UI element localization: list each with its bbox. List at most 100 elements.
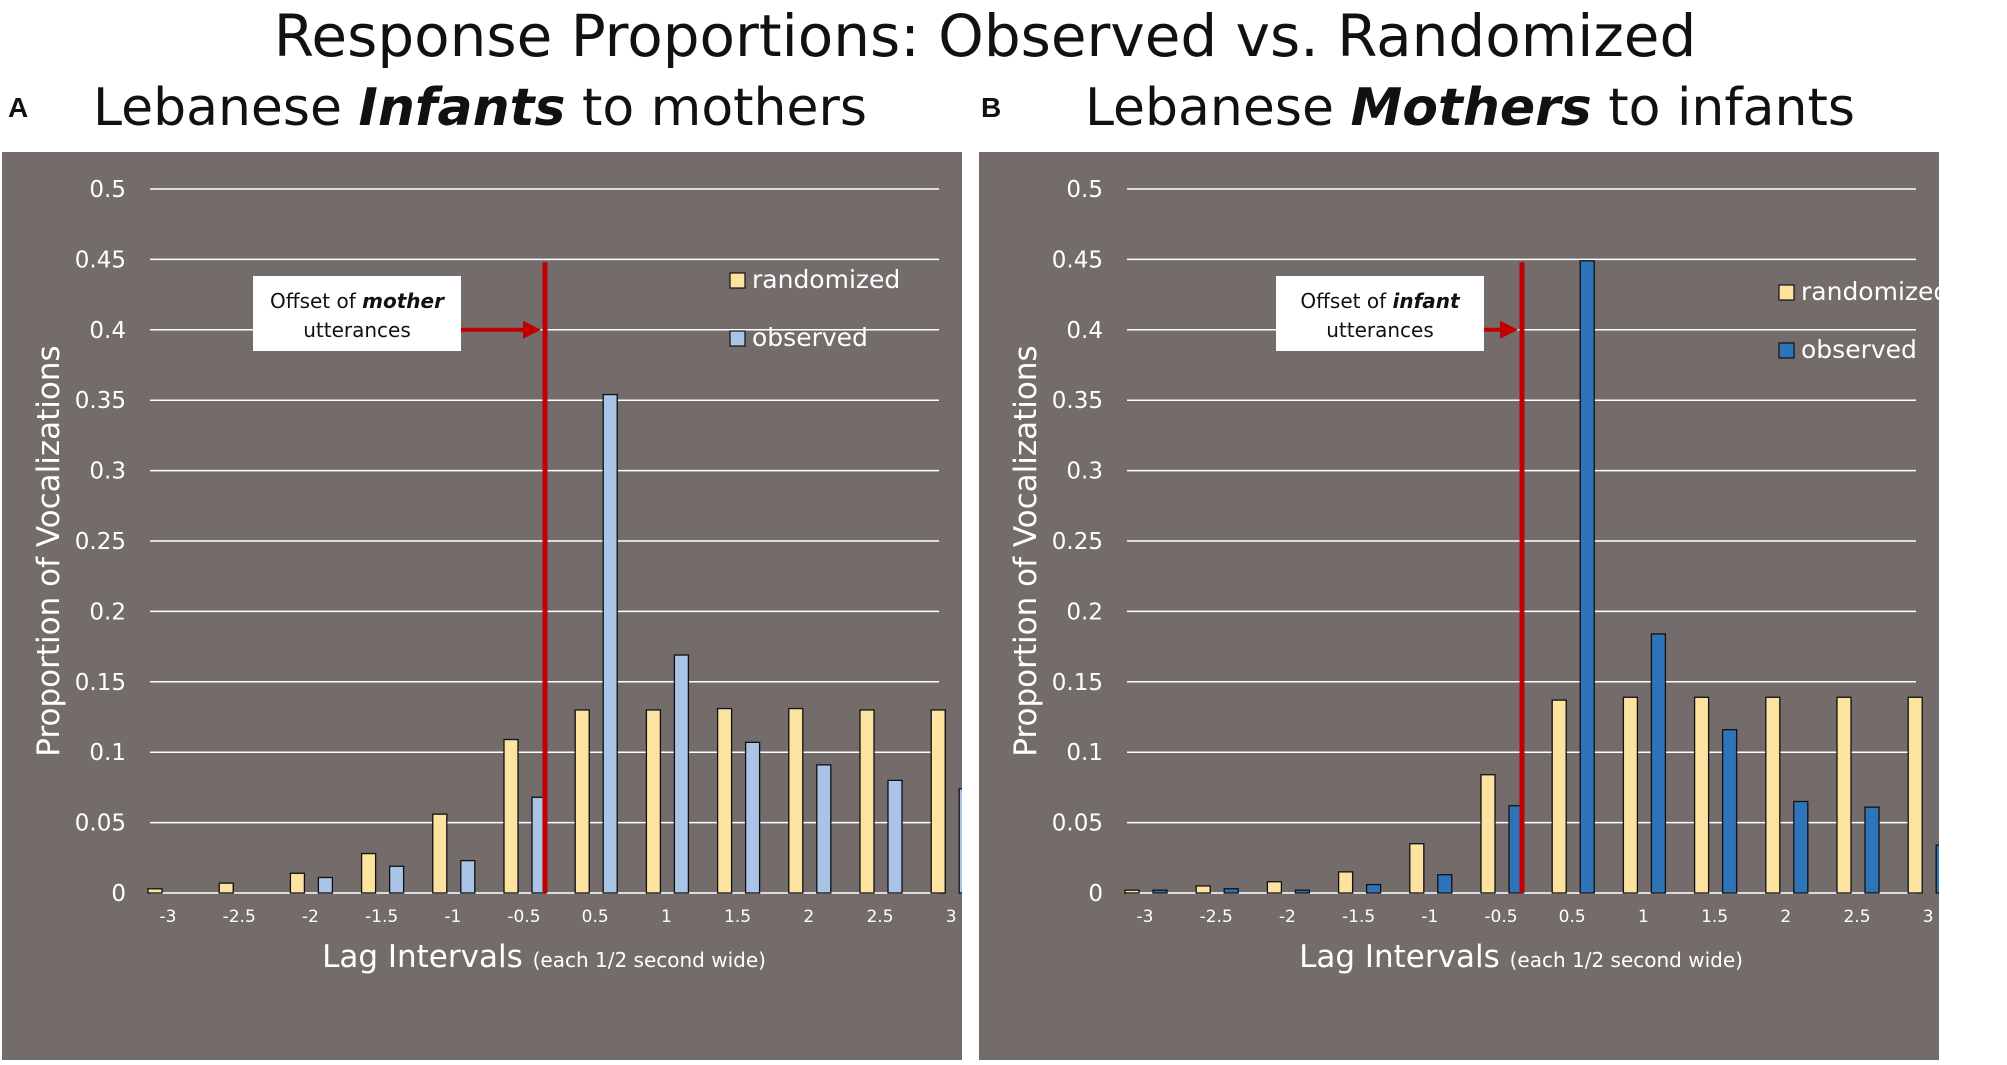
x-tick-label: 1 bbox=[1638, 907, 1649, 927]
x-tick-label: 2 bbox=[803, 907, 814, 927]
y-axis-label: Proportion of Vocalizations bbox=[31, 345, 67, 756]
x-tick-label: 0.5 bbox=[1559, 907, 1586, 927]
x-tick-label: -1.5 bbox=[365, 907, 398, 927]
offset-annotation-pre: Offset of bbox=[1300, 289, 1392, 313]
y-tick-label: 0 bbox=[1088, 881, 1103, 907]
x-tick-label: -1 bbox=[444, 907, 461, 927]
offset-annotation-line2: utterances bbox=[1326, 318, 1434, 342]
x-tick-label: -2.5 bbox=[223, 907, 256, 927]
x-tick-label: 0.5 bbox=[582, 907, 609, 927]
y-tick-label: 0.5 bbox=[89, 177, 126, 203]
x-tick-label: -3 bbox=[1137, 907, 1154, 927]
y-tick-label: 0.4 bbox=[1066, 318, 1103, 344]
bar-observed bbox=[1365, 883, 1382, 894]
x-tick-label: 3 bbox=[1923, 907, 1934, 927]
bar-observed bbox=[1935, 844, 1939, 894]
plot-background bbox=[2, 152, 962, 1060]
y-tick-label: 0.2 bbox=[89, 599, 126, 625]
x-tick-label: 2.5 bbox=[866, 907, 893, 927]
legend-label-observed: observed bbox=[752, 323, 868, 352]
page-title: Response Proportions: Observed vs. Rando… bbox=[273, 2, 1697, 70]
bar-observed bbox=[1579, 260, 1595, 894]
x-axis-label: Lag Intervals (each 1/2 second wide) bbox=[1299, 939, 1743, 975]
offset-annotation-line1: Offset of infant bbox=[1300, 289, 1461, 313]
panel-b-title: Lebanese Mothers to infants bbox=[970, 78, 1970, 138]
bar-randomized bbox=[930, 709, 946, 894]
offset-annotation-box bbox=[253, 276, 461, 351]
y-tick-label: 0.25 bbox=[1052, 529, 1103, 555]
bar-randomized bbox=[1480, 774, 1496, 894]
bar-randomized bbox=[1622, 696, 1639, 894]
y-tick-label: 0.1 bbox=[1066, 740, 1103, 766]
bar-randomized bbox=[1551, 699, 1567, 894]
y-tick-label: 0 bbox=[111, 881, 126, 907]
x-axis-label-note: (each 1/2 second wide) bbox=[1510, 948, 1743, 972]
offset-annotation-bold: infant bbox=[1393, 289, 1462, 313]
bar-randomized bbox=[360, 852, 377, 894]
x-tick-label: -0.5 bbox=[507, 907, 540, 927]
x-tick-label: 2.5 bbox=[1843, 907, 1870, 927]
y-tick-label: 0.45 bbox=[75, 247, 126, 273]
bar-observed bbox=[673, 654, 690, 894]
y-tick-label: 0.15 bbox=[75, 670, 126, 696]
bar-randomized bbox=[503, 738, 519, 894]
bar-observed bbox=[460, 859, 476, 894]
panel-a-title-bold: Infants bbox=[358, 78, 566, 138]
y-tick-label: 0.2 bbox=[1066, 599, 1103, 625]
offset-annotation-line1: Offset of mother bbox=[270, 289, 445, 313]
legend-swatch-observed bbox=[1778, 342, 1795, 359]
chart-panel-b: 0 0.05 0.1 0.15 0.2 0.25 0.3 0.35 0.4 0.45 0.5 -3 -2… bbox=[979, 152, 1939, 1060]
bar-randomized bbox=[289, 872, 306, 894]
y-tick-label: 0.3 bbox=[1066, 459, 1103, 485]
panel-b-letter: B bbox=[981, 92, 1002, 123]
bar-randomized bbox=[1836, 696, 1852, 894]
x-axis-label-note: (each 1/2 second wide) bbox=[533, 948, 766, 972]
panel-b-title-bold: Mothers bbox=[1350, 78, 1592, 138]
bar-observed bbox=[317, 876, 334, 894]
bar-randomized bbox=[147, 888, 163, 894]
x-tick-label: -2 bbox=[302, 907, 319, 927]
bar-observed bbox=[1864, 806, 1880, 894]
bar-observed bbox=[602, 393, 618, 894]
bar-randomized bbox=[1907, 696, 1923, 894]
bar-randomized bbox=[1693, 696, 1710, 894]
bar-randomized bbox=[1195, 885, 1211, 894]
bar-randomized bbox=[1337, 871, 1354, 894]
y-tick-label: 0.4 bbox=[89, 318, 126, 344]
y-tick-label: 0.25 bbox=[75, 529, 126, 555]
offset-annotation-bold: mother bbox=[362, 289, 445, 313]
bar-randomized bbox=[859, 709, 875, 894]
y-tick-label: 0.3 bbox=[89, 459, 126, 485]
bar-randomized bbox=[574, 709, 590, 894]
panel-a-letter: A bbox=[8, 92, 29, 123]
offset-arrow-head bbox=[1500, 320, 1518, 339]
x-axis-label: Lag Intervals (each 1/2 second wide) bbox=[322, 939, 766, 975]
x-tick-label: -1.5 bbox=[1342, 907, 1375, 927]
y-axis-label: Proportion of Vocalizations bbox=[1008, 345, 1044, 756]
bar-observed bbox=[1294, 889, 1311, 894]
bar-randomized bbox=[1124, 889, 1140, 894]
legend-swatch-randomized bbox=[729, 272, 746, 289]
panel-a-title: Lebanese Infants to mothers bbox=[0, 78, 960, 138]
x-tick-label: 1 bbox=[661, 907, 672, 927]
bar-observed bbox=[744, 741, 761, 894]
legend-label-observed: observed bbox=[1801, 335, 1917, 364]
x-tick-label: -2.5 bbox=[1200, 907, 1233, 927]
legend-swatch-observed bbox=[729, 330, 746, 347]
bar-observed bbox=[816, 764, 832, 894]
panel-a-title-post: to mothers bbox=[565, 78, 867, 138]
legend-label-randomized: randomized bbox=[752, 265, 900, 294]
bar-observed bbox=[1437, 874, 1453, 894]
x-tick-label: -2 bbox=[1279, 907, 1296, 927]
y-tick-label: 0.5 bbox=[1066, 177, 1103, 203]
y-tick-label: 0.05 bbox=[75, 811, 126, 837]
bar-randomized bbox=[432, 813, 448, 894]
bar-observed bbox=[887, 779, 903, 894]
bar-observed bbox=[1650, 633, 1667, 894]
bar-observed bbox=[388, 865, 405, 894]
offset-arrow-head bbox=[523, 320, 541, 339]
y-tick-label: 0.15 bbox=[1052, 670, 1103, 696]
bar-randomized bbox=[645, 709, 662, 894]
bar-observed bbox=[1721, 729, 1738, 894]
chart-panel-a: 0 0.05 0.1 0.15 0.2 0.25 0.3 0.35 0.4 0.45 0.5 -3 -2… bbox=[2, 152, 962, 1060]
